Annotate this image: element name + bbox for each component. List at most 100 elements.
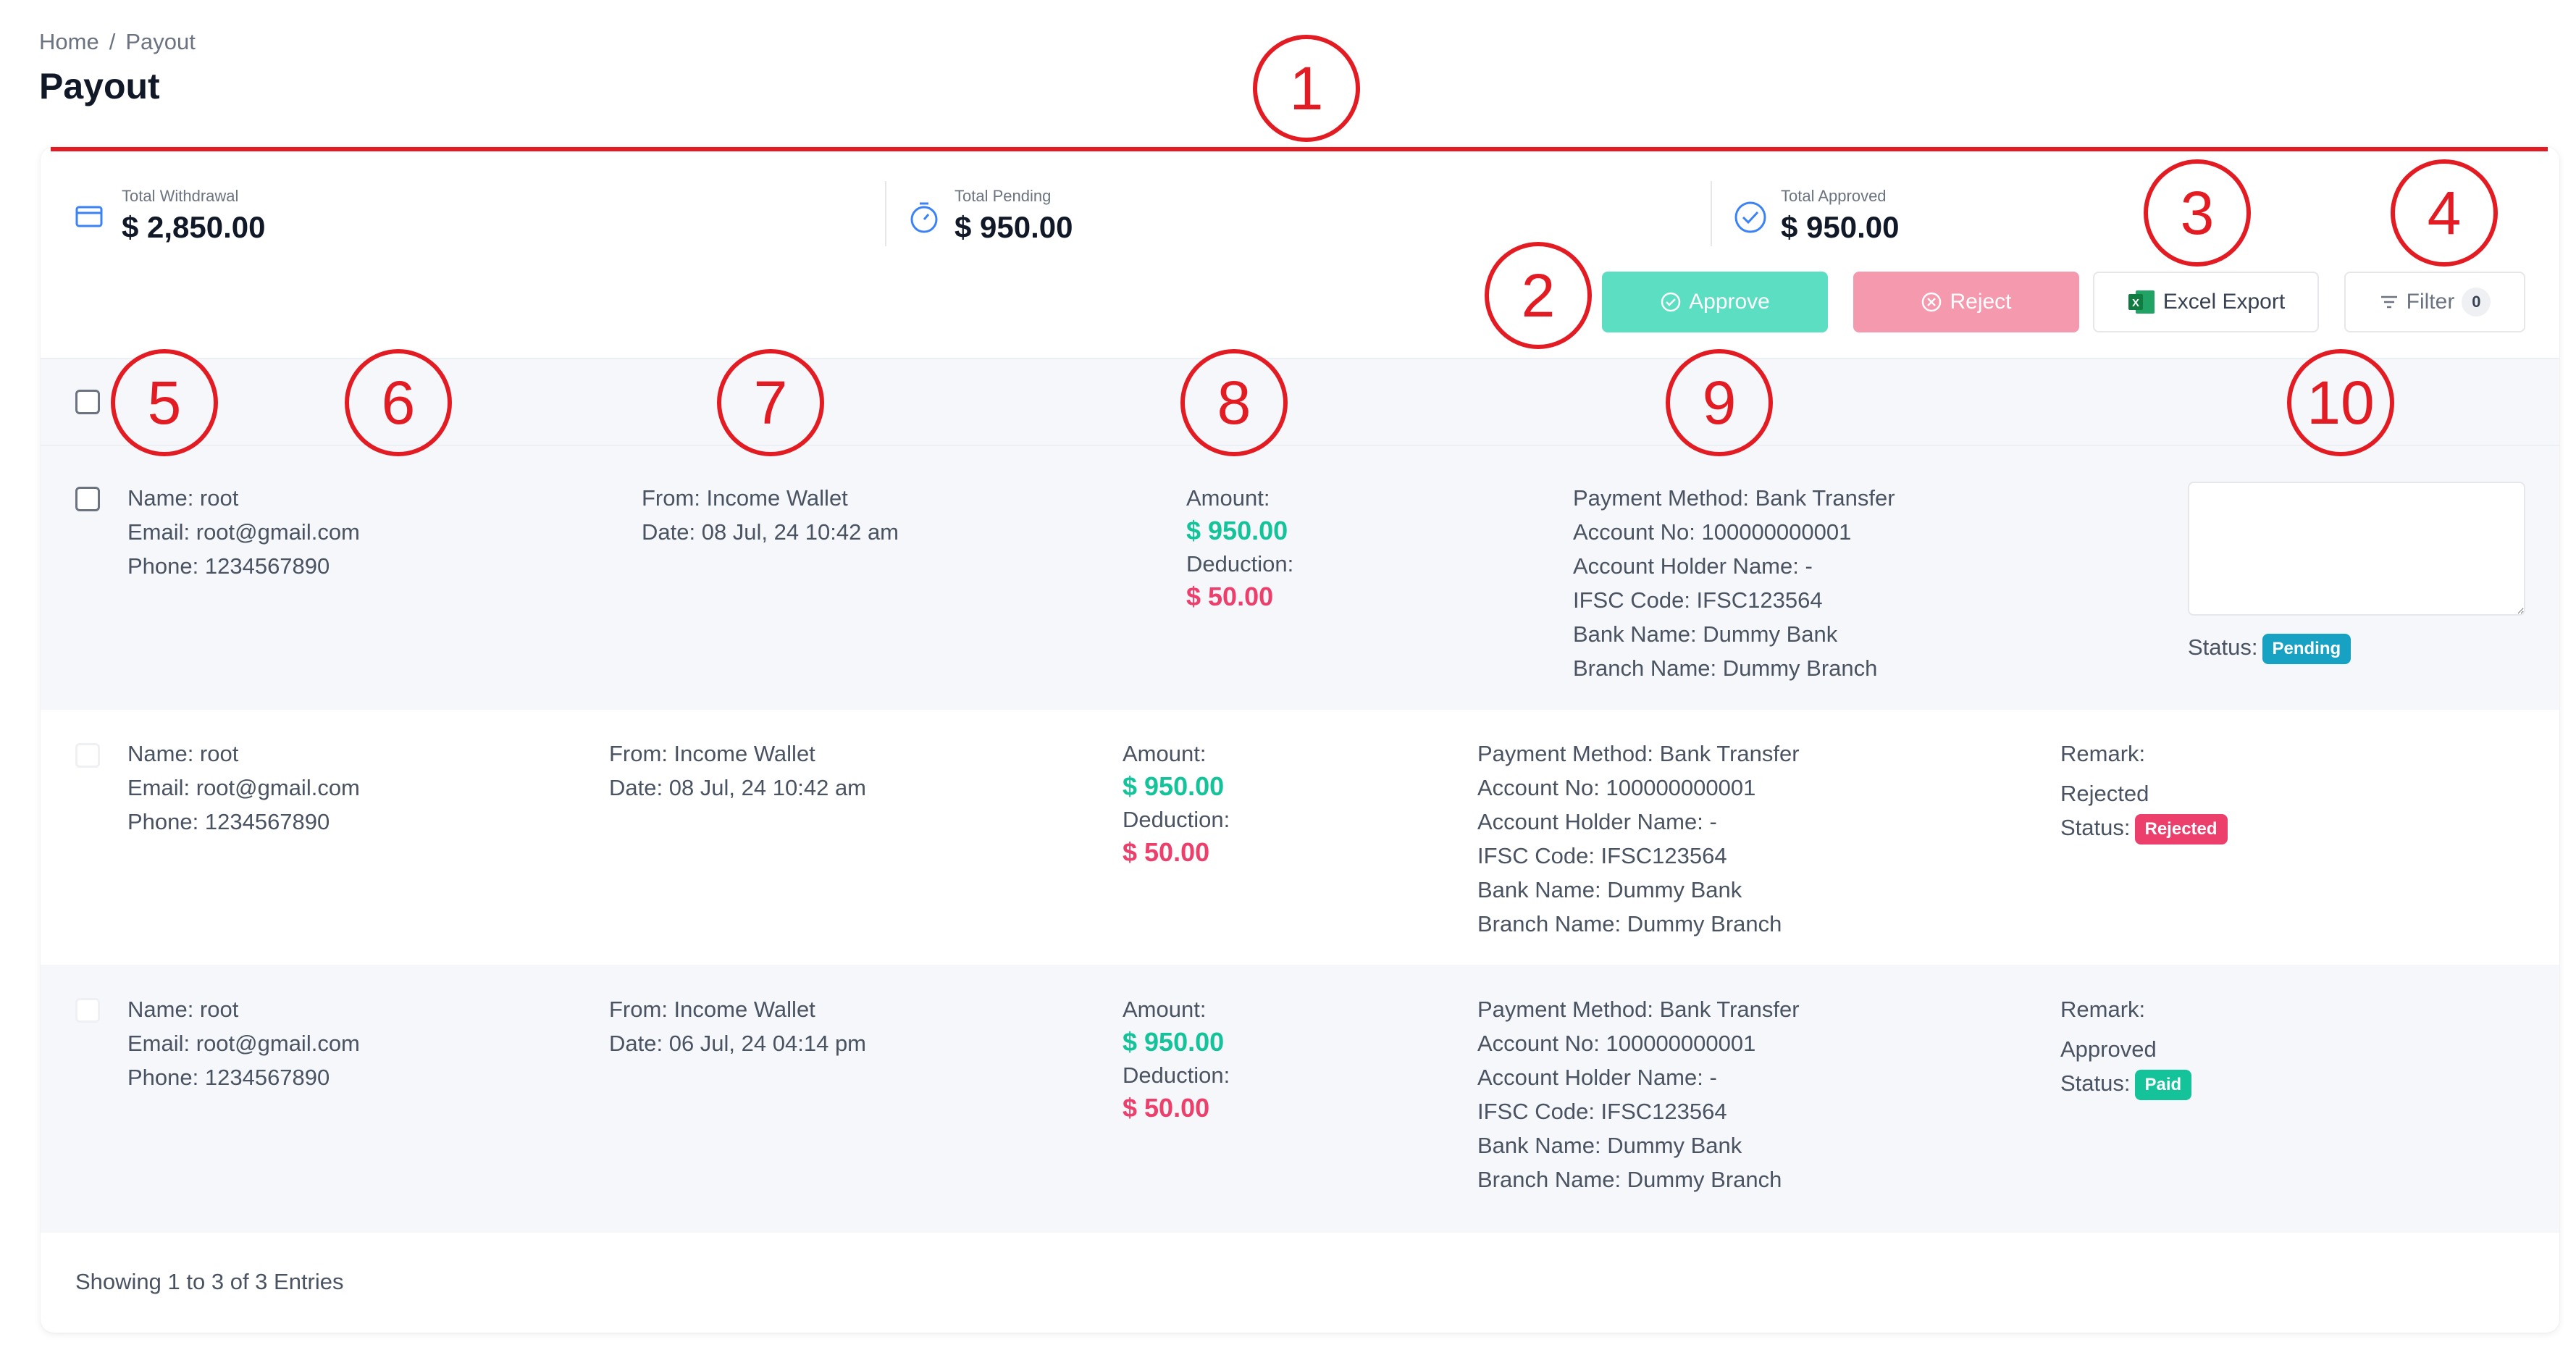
payment-info: Payment Method: Bank Transfer Account No… (1477, 992, 1800, 1196)
select-all-checkbox[interactable] (75, 390, 100, 414)
amount-label: Amount: (1123, 741, 1207, 766)
amount-info: Amount: $ 950.00 Deduction: $ 50.00 (1123, 737, 1230, 868)
stat-label: Total Pending (955, 187, 1052, 205)
status-info: Status: Pending (2188, 630, 2351, 664)
stat-divider (1711, 181, 1712, 246)
source-info: From: Income Wallet Date: 08 Jul, 24 10:… (609, 737, 866, 805)
breadcrumb-home[interactable]: Home (39, 29, 99, 54)
remark-label: Remark: (2060, 741, 2146, 766)
deduction-label: Deduction: (1186, 551, 1294, 577)
check-circle-icon (1661, 292, 1681, 312)
user-info: Name: root Email: root@gmail.com Phone: … (127, 992, 360, 1094)
callout-6: 6 (345, 349, 452, 456)
user-name: Name: root (127, 741, 239, 766)
user-email: Email: root@gmail.com (127, 1031, 360, 1056)
row-checkbox[interactable] (75, 743, 100, 768)
pagination-info: Showing 1 to 3 of 3 Entries (75, 1269, 344, 1294)
user-email: Email: root@gmail.com (127, 775, 360, 800)
ifsc-code: IFSC Code: IFSC123564 (1573, 587, 1823, 613)
page-title: Payout (39, 66, 160, 106)
remark-text: Approved (2060, 1036, 2157, 1062)
callout-5: 5 (111, 349, 218, 456)
approve-button[interactable]: Approve (1602, 272, 1828, 332)
breadcrumb: Home / Payout (39, 29, 196, 55)
branch-name: Branch Name: Dummy Branch (1477, 911, 1782, 936)
x-circle-icon (1922, 292, 1942, 312)
row-checkbox[interactable] (75, 487, 100, 511)
user-phone: Phone: 1234567890 (127, 1065, 330, 1090)
stat-divider (885, 181, 886, 246)
deduction-value: $ 50.00 (1123, 1093, 1210, 1123)
check-circle-icon (1734, 201, 1766, 233)
payment-method: Payment Method: Bank Transfer (1477, 741, 1800, 766)
table-row (41, 446, 2559, 710)
reject-label: Reject (1950, 290, 2012, 314)
status-label: Status: (2060, 1070, 2131, 1096)
breadcrumb-separator: / (109, 29, 116, 54)
amount-value: $ 950.00 (1123, 771, 1225, 801)
payment-info: Payment Method: Bank Transfer Account No… (1573, 481, 1895, 685)
timer-icon (910, 202, 938, 233)
callout-underline (51, 147, 2548, 151)
deduction-label: Deduction: (1123, 1062, 1230, 1088)
row-checkbox[interactable] (75, 998, 100, 1023)
branch-name: Branch Name: Dummy Branch (1477, 1167, 1782, 1192)
source-wallet: From: Income Wallet (609, 997, 815, 1022)
table-header (41, 358, 2559, 446)
source-wallet: From: Income Wallet (609, 741, 815, 766)
amount-value: $ 950.00 (1123, 1027, 1225, 1057)
request-date: Date: 08 Jul, 24 10:42 am (642, 519, 899, 545)
filter-label: Filter (2406, 290, 2455, 314)
status-badge: Pending (2262, 633, 2351, 664)
user-phone: Phone: 1234567890 (127, 809, 330, 834)
status-label: Status: (2188, 634, 2258, 660)
account-no: Account No: 100000000001 (1573, 519, 1852, 545)
deduction-value: $ 50.00 (1123, 837, 1210, 867)
remark-label: Remark: (2060, 997, 2146, 1022)
stat-label: Total Approved (1781, 187, 1887, 205)
remark-info: Remark: Approved Status: Paid (2060, 992, 2192, 1100)
stat-value: $ 2,850.00 (122, 210, 266, 244)
user-info: Name: root Email: root@gmail.com Phone: … (127, 481, 360, 583)
payment-info: Payment Method: Bank Transfer Account No… (1477, 737, 1800, 941)
excel-export-button[interactable]: X Excel Export (2093, 272, 2319, 332)
callout-7: 7 (717, 349, 824, 456)
amount-label: Amount: (1123, 997, 1207, 1022)
callout-3: 3 (2144, 159, 2251, 267)
stat-value: $ 950.00 (955, 210, 1073, 244)
wallet-icon (75, 206, 103, 227)
request-date: Date: 08 Jul, 24 10:42 am (609, 775, 867, 800)
source-wallet: From: Income Wallet (642, 485, 848, 511)
deduction-value: $ 50.00 (1186, 582, 1274, 611)
ifsc-code: IFSC Code: IFSC123564 (1477, 843, 1727, 868)
amount-info: Amount: $ 950.00 Deduction: $ 50.00 (1123, 992, 1230, 1124)
excel-icon: X (2128, 290, 2155, 314)
reject-button[interactable]: Reject (1853, 272, 2079, 332)
remark-info: Remark: Rejected Status: Rejected (2060, 737, 2228, 844)
account-holder: Account Holder Name: - (1477, 1065, 1717, 1090)
amount-value: $ 950.00 (1186, 516, 1288, 545)
callout-4: 4 (2391, 159, 2498, 267)
source-info: From: Income Wallet Date: 06 Jul, 24 04:… (609, 992, 866, 1060)
payment-method: Payment Method: Bank Transfer (1573, 485, 1895, 511)
bank-name: Bank Name: Dummy Bank (1573, 621, 1838, 647)
filter-button[interactable]: Filter 0 (2344, 272, 2525, 332)
breadcrumb-current: Payout (125, 29, 196, 54)
callout-1: 1 (1253, 35, 1360, 142)
user-phone: Phone: 1234567890 (127, 553, 330, 579)
bank-name: Bank Name: Dummy Bank (1477, 877, 1742, 902)
user-info: Name: root Email: root@gmail.com Phone: … (127, 737, 360, 839)
user-email: Email: root@gmail.com (127, 519, 360, 545)
payment-method: Payment Method: Bank Transfer (1477, 997, 1800, 1022)
svg-text:X: X (2132, 297, 2139, 309)
callout-8: 8 (1180, 349, 1288, 456)
approve-label: Approve (1689, 290, 1770, 314)
source-info: From: Income Wallet Date: 08 Jul, 24 10:… (642, 481, 899, 549)
account-holder: Account Holder Name: - (1573, 553, 1813, 579)
user-name: Name: root (127, 485, 239, 511)
status-badge: Paid (2134, 1069, 2192, 1100)
stat-total-approved: Total Approved $ 950.00 (1732, 181, 2383, 246)
remark-textarea[interactable] (2188, 482, 2525, 616)
request-date: Date: 06 Jul, 24 04:14 pm (609, 1031, 867, 1056)
stat-value: $ 950.00 (1781, 210, 1900, 244)
